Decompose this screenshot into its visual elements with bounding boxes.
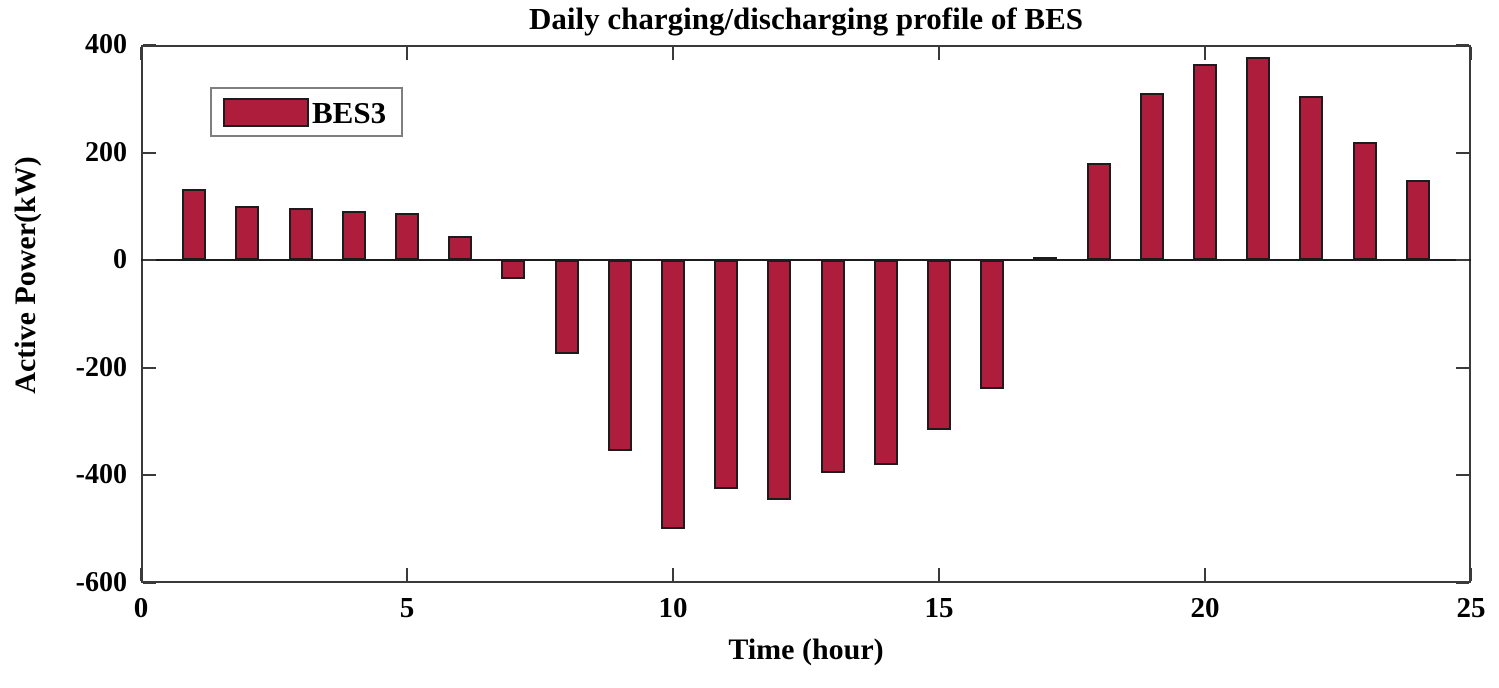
- bar-hour-23: [1352, 141, 1377, 261]
- bar-hour-19: [1139, 93, 1164, 261]
- y-tick-left: [143, 474, 156, 477]
- y-tick-left: [143, 44, 156, 46]
- bar-hour-13: [820, 260, 845, 473]
- y-tick-right: [1456, 474, 1469, 477]
- y-tick-label: -200: [75, 351, 127, 383]
- bar-hour-16: [980, 260, 1005, 390]
- y-tick-right: [1456, 259, 1469, 262]
- x-tick-bottom: [406, 568, 408, 581]
- y-tick-left: [143, 582, 156, 584]
- bar-hour-2: [235, 206, 260, 261]
- bar-hour-1: [182, 188, 207, 261]
- bar-hour-11: [714, 260, 739, 489]
- y-tick-left: [143, 259, 156, 262]
- bar-hour-7: [501, 260, 526, 279]
- x-tick-label: 15: [924, 592, 954, 624]
- bar-hour-8: [554, 260, 579, 355]
- y-tick-left: [143, 151, 156, 154]
- x-tick-label: 25: [1456, 592, 1486, 624]
- bar-hour-5: [395, 212, 419, 261]
- legend: BES3: [210, 87, 403, 137]
- bar-hour-10: [661, 260, 685, 530]
- y-tick-right: [1456, 366, 1469, 369]
- bar-hour-6: [448, 236, 473, 261]
- x-axis-label: Time (hour): [728, 633, 884, 666]
- bar-hour-20: [1193, 63, 1217, 261]
- bar-hour-4: [341, 210, 366, 261]
- zero-axis-line: [141, 259, 1471, 262]
- bar-hour-3: [288, 208, 313, 261]
- bar-hour-21: [1246, 56, 1271, 261]
- bar-hour-18: [1086, 163, 1111, 261]
- x-tick-label: 10: [658, 592, 688, 624]
- bar-hour-15: [927, 260, 951, 430]
- y-tick-right: [1456, 582, 1469, 584]
- x-tick-top: [406, 47, 408, 60]
- y-tick-label: -400: [75, 459, 127, 491]
- y-tick-label: 0: [113, 244, 127, 276]
- bar-hour-9: [607, 260, 632, 452]
- bar-hour-24: [1405, 180, 1430, 261]
- x-tick-bottom: [1470, 568, 1472, 581]
- x-tick-bottom: [140, 568, 142, 581]
- x-tick-top: [1470, 47, 1472, 60]
- x-tick-bottom: [1204, 568, 1206, 581]
- x-tick-top: [672, 47, 674, 60]
- x-tick-top: [1204, 47, 1206, 60]
- x-tick-label: 5: [399, 592, 415, 624]
- y-tick-label: 400: [85, 29, 127, 60]
- x-tick-bottom: [672, 568, 674, 581]
- y-tick-right: [1456, 44, 1469, 46]
- bar-hour-12: [767, 260, 792, 500]
- x-tick-label: 0: [133, 592, 149, 624]
- legend-swatch-bes3: [223, 97, 309, 127]
- x-tick-top: [140, 47, 142, 60]
- chart-title: Daily charging/discharging profile of BE…: [528, 1, 1084, 36]
- bar-hour-14: [873, 260, 898, 465]
- x-tick-top: [938, 47, 940, 60]
- y-tick-left: [143, 366, 156, 369]
- y-tick-label: 200: [85, 136, 127, 168]
- legend-label-bes3: BES3: [312, 94, 387, 130]
- bar-hour-22: [1299, 95, 1324, 261]
- x-tick-label: 20: [1190, 592, 1220, 624]
- y-tick-right: [1456, 151, 1469, 154]
- x-tick-bottom: [938, 568, 940, 581]
- y-tick-label: -600: [75, 567, 127, 598]
